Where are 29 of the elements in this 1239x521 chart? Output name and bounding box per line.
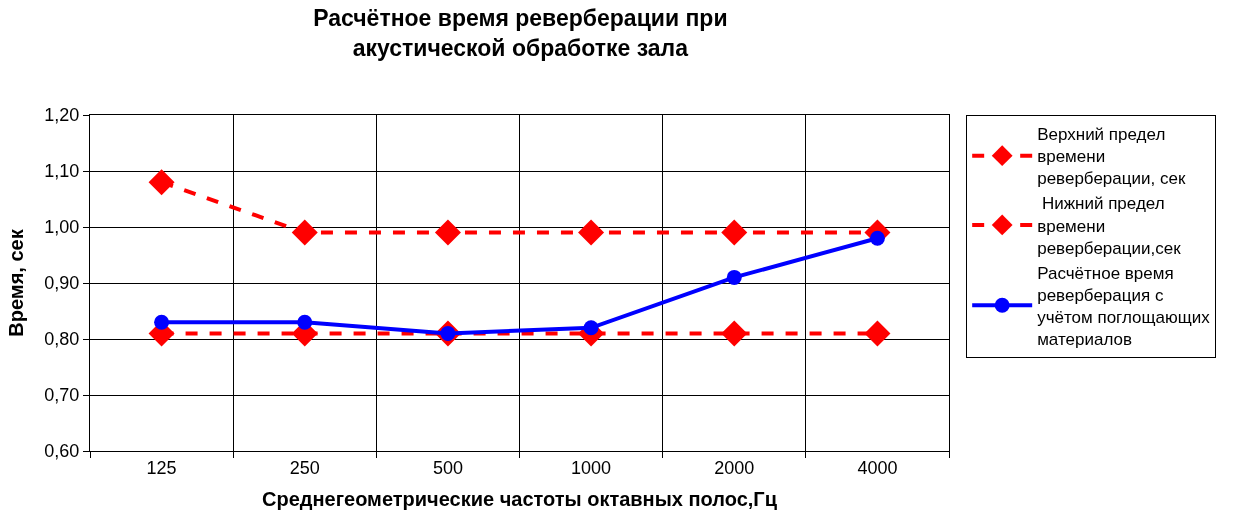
x-tick-label: 1000 xyxy=(571,457,612,478)
y-tick-label: 1,00 xyxy=(44,217,80,238)
x-tick-label: 500 xyxy=(432,457,463,478)
chart-title: Расчётное время реверберации при акустической обработке зала xyxy=(313,5,728,61)
x-tick-label: 250 xyxy=(289,457,320,478)
y-tick-label: 0,60 xyxy=(44,441,80,462)
y-tick-label: 0,70 xyxy=(44,385,80,406)
legend-label: Верхний предел времени реверберации, сек xyxy=(1037,125,1186,189)
legend-label: Расчётное время реверберация с учётом поглощающих материалов xyxy=(1037,263,1211,350)
y-tick-label: 0,90 xyxy=(44,273,80,294)
point xyxy=(864,320,891,347)
y-axis-title: Время, сек xyxy=(4,228,27,337)
x-tick-label: 2000 xyxy=(714,457,755,478)
y-tick-label: 1,10 xyxy=(44,161,80,182)
point xyxy=(721,320,748,347)
x-tick-label: 125 xyxy=(146,457,177,478)
y-tick-label: 1,20 xyxy=(44,105,80,126)
point xyxy=(291,219,318,246)
point xyxy=(154,314,170,330)
y-tick-label: 0,80 xyxy=(44,329,80,350)
point xyxy=(297,314,313,330)
legend-label: Нижний предел времени реверберации,сек xyxy=(1037,194,1182,258)
x-tick-label: 4000 xyxy=(857,457,898,478)
point xyxy=(148,169,175,196)
point xyxy=(578,219,605,246)
point xyxy=(434,219,461,246)
x-axis-title: Среднегеометрические частоты октавных полос,Гц xyxy=(262,488,778,511)
point xyxy=(721,219,748,246)
point xyxy=(726,269,742,285)
